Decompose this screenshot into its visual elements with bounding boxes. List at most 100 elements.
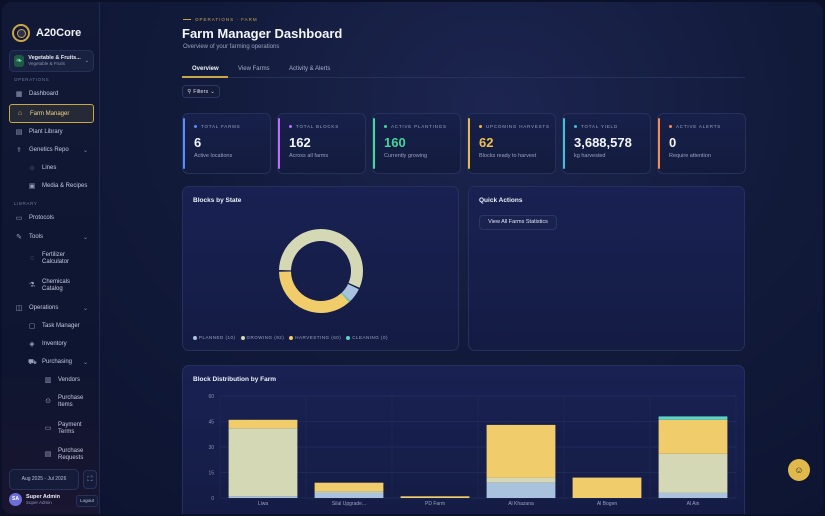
stat-caption: Across all farms [289, 153, 329, 159]
bar-segment-harvesting[interactable] [400, 496, 470, 498]
brand[interactable]: A20Core [12, 24, 81, 42]
bar-segment-growing[interactable] [486, 477, 556, 483]
sidebar-item-genetics-repo[interactable]: ⚕ Genetics Repo ⌄ [9, 142, 94, 158]
tab-bar: Overview View Farms Activity & Alerts [182, 62, 745, 78]
sidebar-item-label: Inventory [42, 341, 67, 347]
sidebar-item-label: Protocols [29, 215, 55, 221]
bar-segment-growing[interactable] [658, 453, 728, 493]
sidebar-item-purchasing[interactable]: ⛟ Purchasing ⌄ [24, 354, 94, 370]
workspace-selector[interactable]: ❧ Vegetable & Fruits... Vegetable & Frui… [9, 50, 94, 72]
logout-button[interactable]: Logout [76, 495, 98, 507]
bar-segment-planned[interactable] [314, 492, 384, 498]
tab-activity-alerts[interactable]: Activity & Alerts [289, 66, 331, 72]
bar-segment-planned[interactable] [228, 496, 298, 498]
x-tick-label: Al Khazana [508, 501, 534, 507]
x-tick-label: Al Ain [687, 501, 700, 507]
sidebar-item-label: Media & Recipes [42, 183, 88, 189]
stat-card-total-yield[interactable]: TOTAL YIELD 3,688,578 kg harvested [562, 113, 651, 174]
sidebar-item-label: Payment Terms [58, 421, 82, 435]
filter-icon: ⚲ [187, 88, 192, 95]
assistant-bot-icon[interactable]: ☺ [788, 459, 810, 481]
dna-icon: ⚕ [17, 147, 21, 154]
blocks-by-state-panel: Blocks by State PLANNED (10) GROWING (92… [182, 186, 459, 351]
bar-segment-harvesting[interactable] [486, 424, 556, 478]
sidebar-item-vendors[interactable]: ▥ Vendors [40, 372, 94, 388]
sidebar-item-purchase-items[interactable]: ⊙ Purchase Items [40, 391, 94, 413]
tab-view-farms[interactable]: View Farms [238, 66, 270, 72]
sidebar-item-task-manager[interactable]: ▢ Task Manager [24, 318, 94, 334]
bar-segment-harvesting[interactable] [658, 419, 728, 454]
donut-slice-planned[interactable] [341, 283, 359, 302]
sidebar-item-farm-manager[interactable]: ⌂ Farm Manager [9, 104, 94, 123]
breadcrumb-text: OPERATIONS · FARM [195, 17, 258, 22]
wrench-icon: ✎ [16, 234, 22, 241]
x-tick-label: Liwa [258, 501, 269, 507]
sidebar-item-fertilizer-calculator[interactable]: ◌ Fertilizer Calculator [24, 248, 94, 270]
stat-card-upcoming-harvests[interactable]: UPCOMING HARVESTS 62 Blocks ready to harve… [467, 113, 556, 174]
tab-overview[interactable]: Overview [192, 66, 219, 72]
sidebar-item-label: Task Manager [42, 323, 80, 329]
sidebar-item-label: Genetics Repo [29, 147, 69, 153]
sidebar-item-lines[interactable]: ○ Lines [24, 160, 94, 176]
bar-segment-planned[interactable] [486, 482, 556, 498]
date-range-selector[interactable]: Aug 2025 - Jul 2026 [9, 469, 79, 490]
x-tick-label: PD Farm [425, 501, 445, 507]
y-tick-label: 15 [208, 471, 214, 477]
sidebar-item-dashboard[interactable]: ▦ Dashboard [9, 86, 94, 102]
bar-segment-cleaning[interactable] [658, 416, 728, 420]
user-profile[interactable]: SA Super Admin Super Admin [9, 493, 60, 506]
bar-segment-growing[interactable] [314, 491, 384, 493]
stat-label: TOTAL BLOCKS [289, 124, 365, 129]
stat-value: 160 [384, 135, 406, 150]
sidebar: A20Core ❧ Vegetable & Fruits... Vegetabl… [2, 2, 100, 514]
sidebar-item-label: Operations [29, 305, 59, 311]
donut-slice-harvesting[interactable] [279, 271, 350, 313]
stat-card-active-alerts[interactable]: ACTIVE ALERTS 0 Require attention [657, 113, 746, 174]
stat-card-total-farms[interactable]: TOTAL FARMS 6 Active locations [182, 113, 271, 174]
donut-slice-growing[interactable] [279, 229, 363, 288]
sidebar-item-inventory[interactable]: ◈ Inventory [24, 336, 94, 352]
filters-button[interactable]: ⚲ Filters ⌄ [182, 85, 220, 98]
chevron-down-icon: ⌄ [210, 88, 215, 95]
bar-segment-harvesting[interactable] [228, 419, 298, 429]
block-distribution-chart: 0 15 30 45 60 Liwa Silal Upgrade... PD Farm Al K… [208, 394, 737, 507]
document-icon: ▭ [15, 215, 23, 222]
sidebar-item-tools[interactable]: ✎ Tools ⌄ [9, 229, 94, 245]
expand-icon[interactable]: ⛶ [83, 470, 97, 489]
stat-card-active-plantings[interactable]: ACTIVE PLANTINGS 160 Currently growing [372, 113, 461, 174]
blocks-by-state-chart [279, 229, 363, 313]
stat-card-total-blocks[interactable]: TOTAL BLOCKS 162 Across all farms [277, 113, 366, 174]
workspace-title: Vegetable & Fruits... [28, 54, 81, 61]
tag-icon: ⊙ [45, 397, 51, 405]
farm-icon: ⌂ [17, 110, 23, 117]
sidebar-item-media-recipes[interactable]: ▣ Media & Recipes [24, 178, 94, 194]
stat-label: ACTIVE ALERTS [669, 124, 745, 129]
workspace-subtitle: Vegetable & Fruits [28, 60, 65, 66]
panel-title: Quick Actions [479, 197, 523, 204]
chevron-down-icon: ⌄ [82, 305, 88, 312]
cart-icon: ⛟ [28, 358, 37, 366]
stat-value: 6 [194, 135, 202, 150]
sidebar-item-operations[interactable]: ◫ Operations ⌄ [9, 300, 94, 316]
stat-label: ACTIVE PLANTINGS [384, 124, 460, 129]
sidebar-item-chemicals-catalog[interactable]: ⚗ Chemicals Catalog [24, 275, 94, 297]
view-all-farms-statistics-button[interactable]: View All Farms Statistics [479, 215, 557, 230]
book-icon: ▤ [15, 129, 23, 136]
chevron-down-icon: ⌄ [82, 234, 88, 241]
stat-value: 0 [669, 135, 677, 150]
y-tick-label: 0 [211, 496, 214, 502]
sidebar-item-label: Vendors [58, 377, 81, 383]
bar-segment-growing[interactable] [228, 428, 298, 497]
bar-segment-planned[interactable] [658, 492, 728, 498]
bar-segment-harvesting[interactable] [572, 477, 642, 498]
sidebar-item-payment-terms[interactable]: ▭ Payment Terms [40, 418, 94, 440]
y-tick-label: 30 [208, 445, 214, 451]
sidebar-item-plant-library[interactable]: ▤ Plant Library [9, 124, 94, 140]
stat-caption: Blocks ready to harvest [479, 153, 537, 159]
sidebar-item-purchase-requests[interactable]: ▤ Purchase Requests [40, 444, 94, 466]
bar-segment-harvesting[interactable] [314, 482, 384, 492]
stat-label: TOTAL YIELD [574, 124, 650, 129]
inventory-icon: ◈ [29, 341, 35, 348]
sidebar-item-protocols[interactable]: ▭ Protocols [9, 210, 94, 226]
